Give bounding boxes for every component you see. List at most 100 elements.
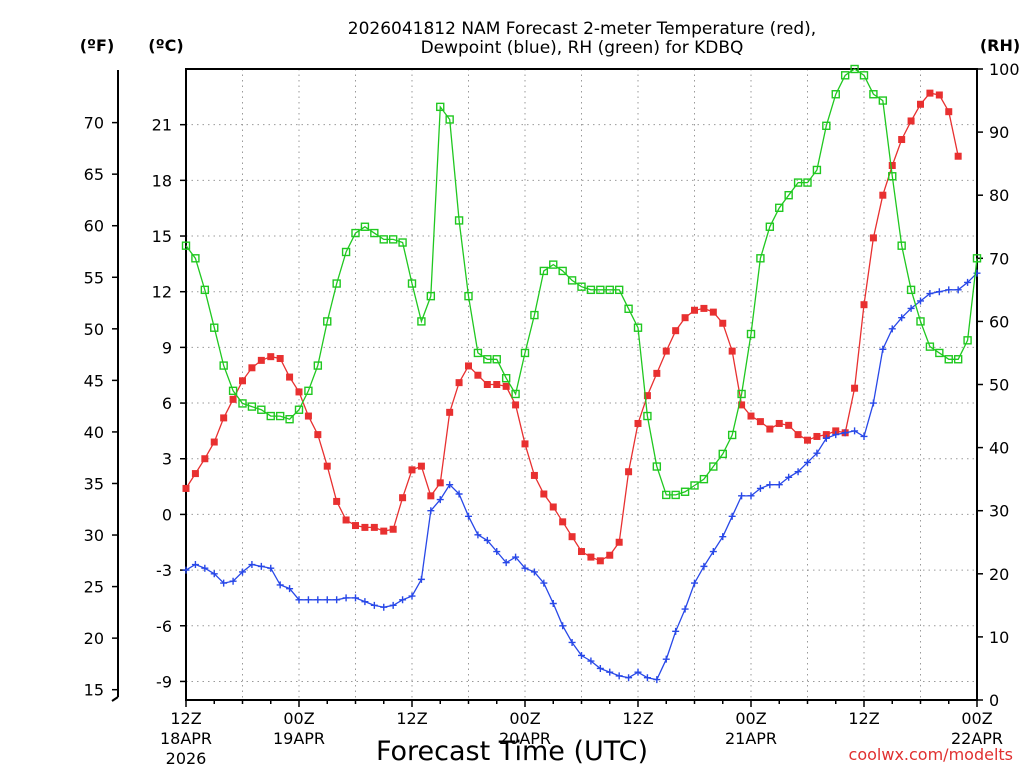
- dewpoint-point: [323, 596, 331, 604]
- rh-point: [388, 235, 398, 244]
- time-tick-label: 00Z: [735, 709, 766, 728]
- rh-tick-label: 0: [989, 691, 999, 710]
- 2-meter-temperature-point: [465, 362, 472, 370]
- rh-point: [765, 222, 775, 231]
- rh-point: [426, 291, 436, 301]
- 2-meter-temperature-point: [446, 408, 454, 416]
- chart-axes: [111, 68, 983, 707]
- celsius-tick-label: 15: [152, 227, 172, 246]
- rh-point: [953, 355, 963, 364]
- 2-meter-temperature-point: [530, 471, 538, 479]
- dewpoint-point: [380, 603, 388, 611]
- 2-meter-temperature-point: [898, 136, 906, 144]
- rh-point: [652, 462, 662, 471]
- 2-meter-temperature-point: [691, 306, 698, 314]
- dewpoint-point: [785, 473, 793, 481]
- dewpoint-point: [455, 490, 463, 498]
- dewpoint-point: [559, 622, 567, 630]
- rh-point: [247, 402, 257, 411]
- 2-meter-temperature-point: [220, 414, 228, 422]
- dewpoint-point: [540, 579, 548, 587]
- 2-meter-temperature-point: [342, 516, 350, 524]
- dewpoint-point: [691, 579, 698, 587]
- x-axis-label: Forecast Time (UTC): [376, 736, 648, 767]
- celsius-tick-label: -3: [156, 561, 172, 580]
- dewpoint-point: [747, 492, 755, 500]
- 2-meter-temperature-point: [380, 527, 388, 535]
- dewpoint-point: [606, 668, 614, 676]
- rh-point: [238, 399, 247, 408]
- chart-title-line1: 2026041812 NAM Forecast 2-meter Temperat…: [348, 19, 816, 39]
- 2-meter-temperature-point: [248, 364, 256, 372]
- rh-point: [332, 279, 341, 288]
- 2-meter-temperature-point: [502, 382, 510, 390]
- 2-meter-temperature-point: [634, 419, 642, 427]
- source-credit: coolwx.com/modelts: [849, 745, 1013, 764]
- 2-meter-temperature-point: [935, 91, 943, 99]
- rh-point: [567, 276, 577, 285]
- rh-point: [840, 71, 850, 80]
- rh-point: [577, 282, 586, 291]
- dewpoint-point: [549, 599, 557, 607]
- celsius-tick-label: 12: [152, 283, 172, 302]
- 2-meter-temperature-point: [210, 438, 218, 446]
- fahrenheit-tick-label: 35: [84, 474, 104, 493]
- dewpoint-point: [832, 431, 840, 439]
- rh-point: [972, 254, 982, 263]
- dewpoint-point: [248, 561, 256, 569]
- 2-meter-temperature-point: [643, 392, 651, 400]
- dewpoint-point: [512, 553, 520, 561]
- dewpoint-point: [182, 566, 190, 574]
- 2-meter-temperature-point: [662, 347, 670, 355]
- rh-point: [445, 115, 454, 124]
- dewpoint-point: [474, 531, 482, 539]
- rh-point: [925, 342, 935, 351]
- dewpoint-point: [672, 627, 680, 635]
- rh-point: [690, 481, 699, 490]
- dewpoint-point: [888, 325, 896, 333]
- rh-point: [963, 336, 972, 345]
- 2-meter-temperature-point: [672, 327, 680, 335]
- rh-point: [294, 405, 304, 414]
- 2-meter-temperature-point: [304, 412, 312, 420]
- rh-point: [417, 317, 426, 326]
- celsius-tick-label: 21: [152, 116, 172, 135]
- 2-meter-temperature-point: [756, 418, 764, 426]
- 2-meter-temperature-point: [286, 373, 294, 381]
- celsius-tick-label: 0: [162, 505, 172, 524]
- dewpoint-point: [794, 468, 802, 476]
- dewpoint-point: [502, 559, 510, 567]
- dewpoint-point: [286, 585, 294, 593]
- dewpoint-point: [239, 568, 246, 576]
- rh-point: [351, 228, 360, 238]
- rh-point: [878, 96, 888, 105]
- dewpoint-point: [361, 598, 369, 606]
- dewpoint-point: [945, 286, 953, 294]
- rh-line: [185, 68, 978, 496]
- dewpoint-point: [267, 564, 275, 572]
- rh-point: [464, 291, 473, 301]
- rh-point: [727, 430, 737, 440]
- 2-meter-temperature-point: [361, 523, 369, 531]
- dewpoint-point: [851, 427, 859, 435]
- rh-point: [181, 241, 191, 250]
- celsius-tick-label: 6: [162, 394, 172, 413]
- dewpoint-point: [408, 592, 416, 600]
- dewpoint-point: [530, 568, 538, 576]
- rh-point: [558, 266, 567, 276]
- rh-point: [520, 348, 530, 358]
- rh-point: [379, 235, 388, 244]
- time-tick-label: 12Z: [848, 709, 879, 728]
- dewpoint-point: [521, 564, 529, 572]
- rh-tick-label: 80: [989, 186, 1009, 205]
- date-tick-label: 21APR: [725, 729, 777, 748]
- 2-meter-temperature-point: [568, 533, 576, 541]
- 2-meter-temperature-point: [728, 347, 736, 355]
- rh-point: [944, 355, 953, 364]
- fahrenheit-tick-label: 60: [84, 217, 104, 236]
- rh-tick-label: 90: [989, 123, 1009, 142]
- 2-meter-temperature-point: [813, 432, 821, 440]
- 2-meter-temperature-point: [832, 427, 840, 435]
- rh-point: [257, 405, 266, 414]
